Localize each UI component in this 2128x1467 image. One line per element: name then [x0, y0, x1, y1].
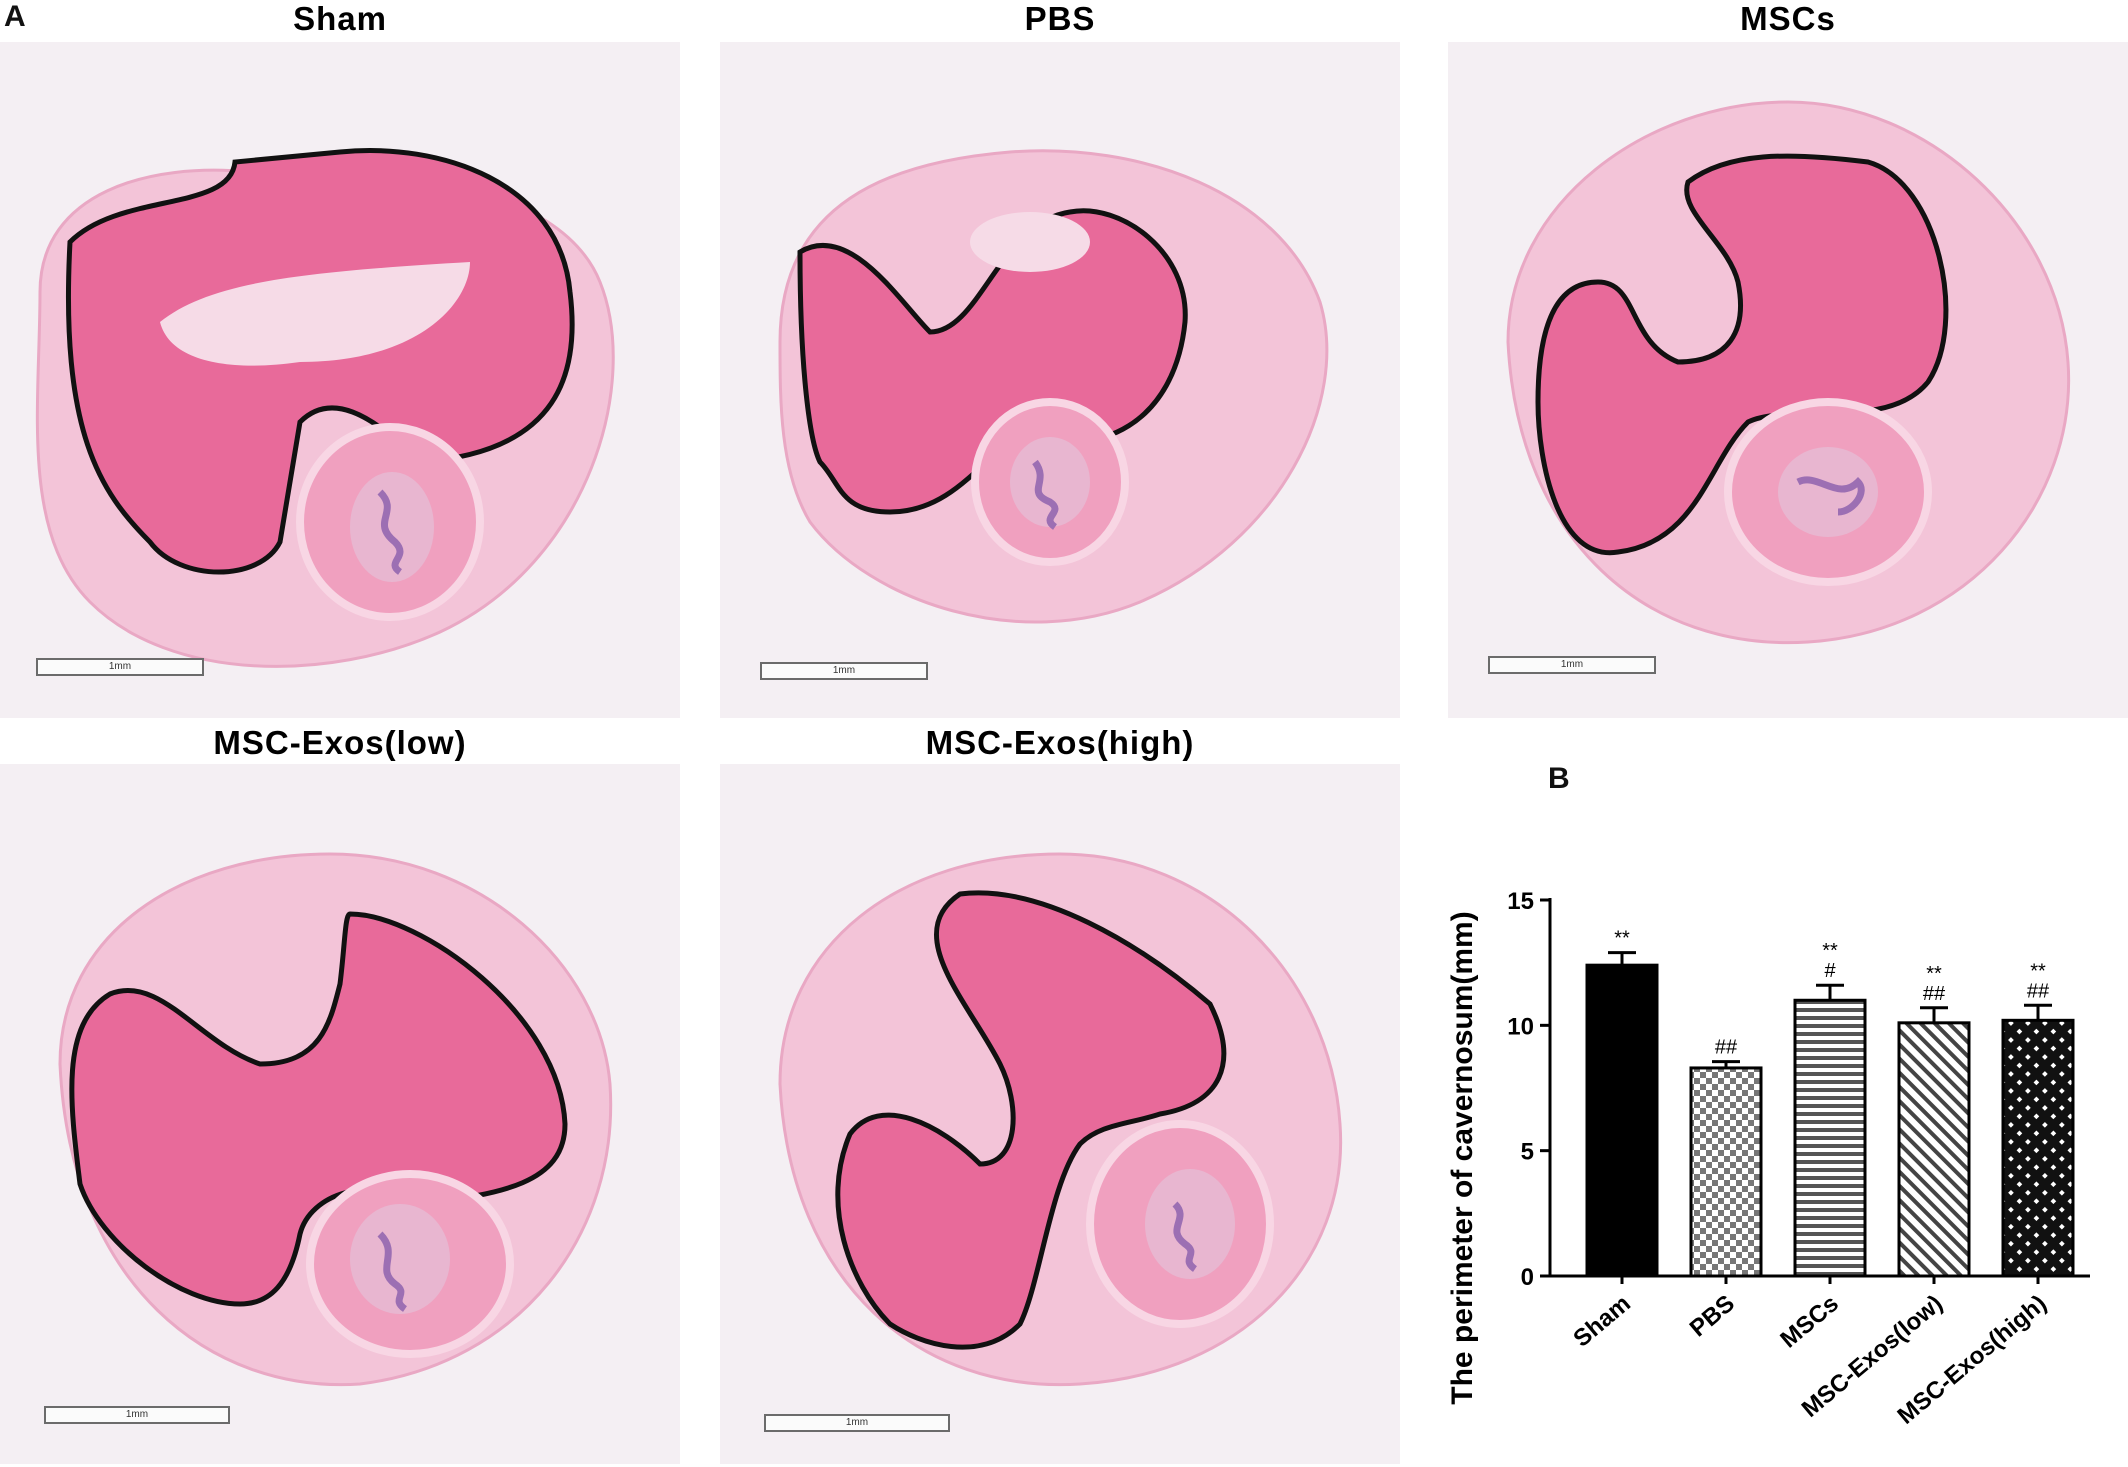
scale-bar-pbs: 1mm	[760, 662, 928, 680]
y-axis-title: The perimeter of cavernosum(mm)	[1446, 911, 1479, 1404]
significance-mark: **	[1926, 963, 1942, 985]
y-tick-label: 5	[1521, 1139, 1534, 1166]
bar	[1689, 1066, 1763, 1278]
significance-mark: **	[1614, 928, 1630, 950]
x-tick-label: MSCs	[1775, 1290, 1843, 1354]
panel-b-letter: B	[1548, 762, 1570, 795]
scale-bar-mscs: 1mm	[1488, 656, 1656, 674]
micrograph-sham: 1mm	[0, 42, 680, 718]
y-tick-label: 10	[1507, 1013, 1534, 1040]
micrograph-title-msc-exos-high: MSC-Exos(high)	[925, 724, 1195, 761]
micrograph-msc-exos-high: 1mm	[720, 764, 1400, 1464]
histology-section-pbs	[778, 149, 1329, 624]
significance-mark: **	[1822, 940, 1838, 962]
micrograph-title-pbs: PBS	[1024, 0, 1096, 37]
micrograph-title-msc-exos-low: MSC-Exos(low)	[213, 724, 467, 761]
scale-bar-msc-exos-low: 1mm	[44, 1406, 230, 1424]
bar	[1897, 1021, 1971, 1278]
scale-bar-sham: 1mm	[36, 658, 204, 676]
histology-section-msc-exos-high	[778, 852, 1343, 1387]
histology-section-msc-exos-low	[58, 852, 613, 1387]
bar	[1793, 998, 1867, 1278]
significance-mark: ##	[1923, 983, 1946, 1005]
y-tick-label: 0	[1521, 1264, 1534, 1291]
bar	[2001, 1018, 2075, 1278]
x-tick-label: PBS	[1685, 1290, 1740, 1342]
micrograph-mscs: 1mm	[1448, 42, 2128, 718]
y-tick-label: 15	[1507, 888, 1534, 915]
bar	[1585, 963, 1659, 1278]
histology-section-mscs	[1506, 100, 2071, 645]
panel-a-letter: A	[4, 0, 26, 33]
micrograph-pbs: 1mm	[720, 42, 1400, 718]
significance-mark: #	[1824, 960, 1836, 982]
micrograph-msc-exos-low: 1mm	[0, 764, 680, 1464]
micrograph-title-sham: Sham	[293, 0, 387, 37]
histology-section-sham	[35, 148, 615, 668]
significance-mark: ##	[2027, 980, 2050, 1002]
significance-mark: **	[2030, 960, 2046, 982]
micrograph-title-mscs: MSCs	[1740, 0, 1836, 37]
bar-chart: 0 5 10 15 The perimeter of cavernosum(mm) ** S…	[1446, 888, 2090, 1430]
significance-mark: ##	[1715, 1037, 1738, 1059]
x-tick-label: Sham	[1568, 1290, 1635, 1353]
scale-bar-msc-exos-high: 1mm	[764, 1414, 950, 1432]
